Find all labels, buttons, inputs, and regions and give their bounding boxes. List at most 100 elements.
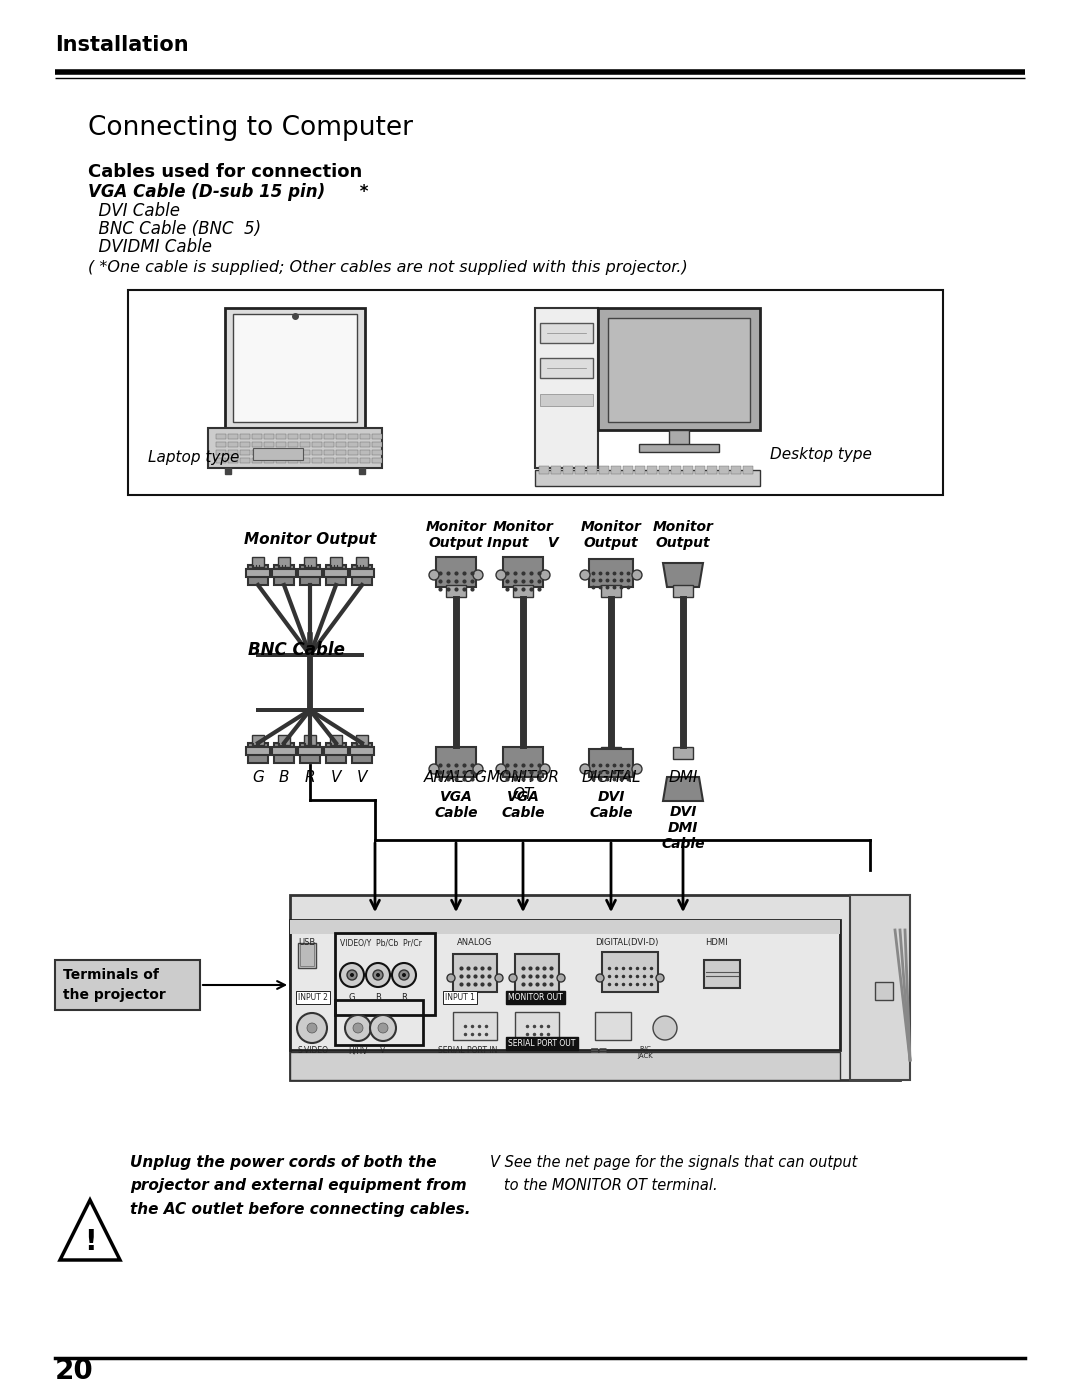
Bar: [669, 430, 689, 448]
Bar: [303, 735, 316, 745]
Bar: [372, 458, 382, 462]
Bar: [312, 450, 322, 455]
Text: R/C
JACK: R/C JACK: [637, 1046, 653, 1059]
Bar: [276, 441, 286, 447]
Text: MONITOR
OT: MONITOR OT: [486, 770, 559, 802]
Bar: [300, 434, 310, 439]
Bar: [264, 458, 274, 462]
Bar: [288, 434, 298, 439]
Bar: [216, 434, 226, 439]
Bar: [850, 895, 910, 1080]
Bar: [252, 434, 262, 439]
Circle shape: [495, 974, 503, 982]
Text: ( *One cable is supplied; Other cables are not supplied with this projector.): ( *One cable is supplied; Other cables a…: [87, 260, 688, 275]
Bar: [539, 467, 549, 474]
Text: BNC Cable: BNC Cable: [248, 641, 345, 659]
Bar: [248, 564, 268, 585]
Bar: [336, 434, 346, 439]
Bar: [291, 895, 900, 1080]
Bar: [324, 747, 348, 754]
Text: ANALOG: ANALOG: [424, 770, 488, 785]
Bar: [252, 458, 262, 462]
Bar: [300, 441, 310, 447]
Circle shape: [353, 1023, 363, 1032]
Bar: [372, 441, 382, 447]
Bar: [216, 450, 226, 455]
Circle shape: [632, 570, 642, 580]
Bar: [535, 469, 760, 486]
Circle shape: [429, 764, 438, 774]
Bar: [598, 307, 760, 430]
Circle shape: [580, 570, 590, 580]
Bar: [356, 557, 368, 567]
Bar: [360, 450, 370, 455]
Text: INPUT 2: INPUT 2: [298, 993, 328, 1002]
Circle shape: [509, 974, 517, 982]
Bar: [326, 564, 346, 585]
Bar: [540, 358, 593, 379]
Bar: [300, 944, 314, 965]
Text: R: R: [401, 993, 407, 1002]
Text: V: V: [356, 770, 367, 785]
Bar: [589, 559, 633, 587]
Bar: [336, 441, 346, 447]
Text: !: !: [83, 1228, 96, 1256]
Bar: [228, 434, 238, 439]
Bar: [599, 467, 609, 474]
Bar: [276, 450, 286, 455]
Bar: [288, 441, 298, 447]
Bar: [563, 467, 573, 474]
Bar: [372, 450, 382, 455]
Bar: [704, 960, 740, 988]
Circle shape: [399, 970, 409, 981]
Bar: [453, 954, 497, 992]
Text: INPUT 1: INPUT 1: [445, 993, 475, 1002]
Bar: [252, 735, 264, 745]
Bar: [298, 943, 316, 968]
Text: B: B: [375, 993, 381, 1002]
Bar: [228, 458, 238, 462]
Bar: [300, 743, 320, 763]
Text: V: V: [380, 1046, 386, 1055]
Bar: [356, 735, 368, 745]
Bar: [291, 1052, 840, 1080]
Bar: [324, 450, 334, 455]
Bar: [335, 1000, 423, 1045]
Bar: [348, 458, 357, 462]
Bar: [453, 1011, 497, 1039]
Circle shape: [402, 972, 406, 977]
Bar: [589, 749, 633, 777]
Text: Monitor
Output: Monitor Output: [581, 520, 642, 550]
Bar: [600, 585, 621, 597]
Bar: [348, 450, 357, 455]
Bar: [324, 441, 334, 447]
Text: 20: 20: [55, 1356, 94, 1384]
Bar: [129, 291, 943, 495]
Bar: [336, 450, 346, 455]
Bar: [312, 434, 322, 439]
Polygon shape: [60, 1200, 120, 1260]
Bar: [248, 743, 268, 763]
Bar: [246, 569, 270, 577]
Circle shape: [473, 764, 483, 774]
Bar: [639, 444, 719, 453]
Circle shape: [447, 974, 455, 982]
Bar: [350, 569, 374, 577]
Circle shape: [496, 764, 507, 774]
Bar: [240, 458, 249, 462]
Circle shape: [496, 570, 507, 580]
Text: G: G: [349, 993, 355, 1002]
Bar: [673, 585, 693, 597]
Text: G: G: [252, 770, 264, 785]
Bar: [575, 467, 585, 474]
Bar: [515, 954, 559, 992]
Circle shape: [656, 974, 664, 982]
Bar: [228, 441, 238, 447]
Bar: [696, 467, 705, 474]
Bar: [264, 434, 274, 439]
Bar: [336, 458, 346, 462]
Circle shape: [378, 1023, 388, 1032]
Text: HDMI: HDMI: [705, 937, 728, 947]
Text: Desktop type: Desktop type: [770, 447, 872, 462]
Text: BNC Cable (BNC  5): BNC Cable (BNC 5): [87, 219, 261, 237]
